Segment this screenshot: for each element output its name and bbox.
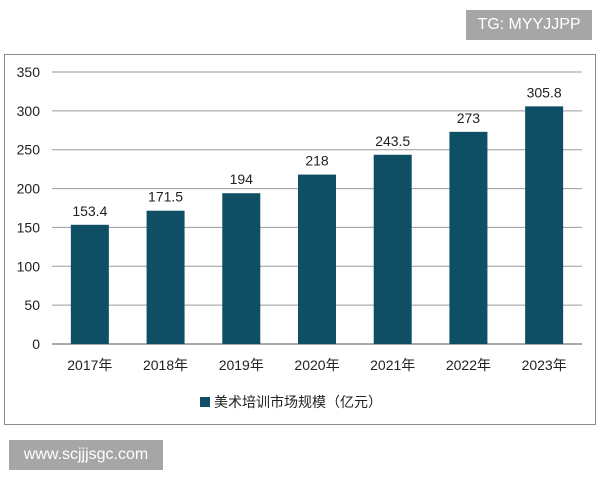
y-tick-label: 300 — [17, 103, 41, 119]
bar — [146, 210, 185, 344]
x-tick-label: 2023年 — [522, 357, 567, 373]
data-label: 243.5 — [375, 133, 410, 149]
y-tick-label: 350 — [17, 64, 41, 80]
bar — [70, 224, 109, 344]
data-label: 194 — [230, 171, 254, 187]
data-label: 305.8 — [527, 84, 562, 100]
chart-frame — [4, 54, 596, 425]
bar — [373, 154, 412, 344]
legend-swatch — [200, 397, 210, 407]
y-tick-label: 0 — [32, 336, 40, 352]
x-tick-label: 2018年 — [143, 357, 188, 373]
x-tick-label: 2020年 — [294, 357, 339, 373]
x-tick-label: 2017年 — [67, 357, 112, 373]
legend-label: 美术培训市场规模（亿元） — [214, 394, 382, 410]
x-tick-label: 2019年 — [219, 357, 264, 373]
y-tick-label: 200 — [17, 181, 41, 197]
bar — [222, 193, 261, 344]
bar — [449, 131, 488, 344]
y-tick-label: 150 — [17, 219, 41, 235]
y-tick-label: 100 — [17, 258, 41, 274]
bar — [298, 174, 336, 344]
watermark-top: TG: MYYJJPP — [466, 10, 592, 40]
data-label: 218 — [305, 153, 329, 169]
watermark-bottom: www.scjjjsgc.com — [9, 440, 163, 470]
data-label: 153.4 — [72, 203, 107, 219]
data-label: 273 — [457, 110, 481, 126]
bar — [525, 106, 564, 344]
y-tick-label: 50 — [24, 297, 40, 313]
y-tick-label: 250 — [17, 142, 41, 158]
x-tick-label: 2022年 — [446, 357, 491, 373]
x-tick-label: 2021年 — [370, 357, 415, 373]
data-label: 171.5 — [148, 189, 183, 205]
